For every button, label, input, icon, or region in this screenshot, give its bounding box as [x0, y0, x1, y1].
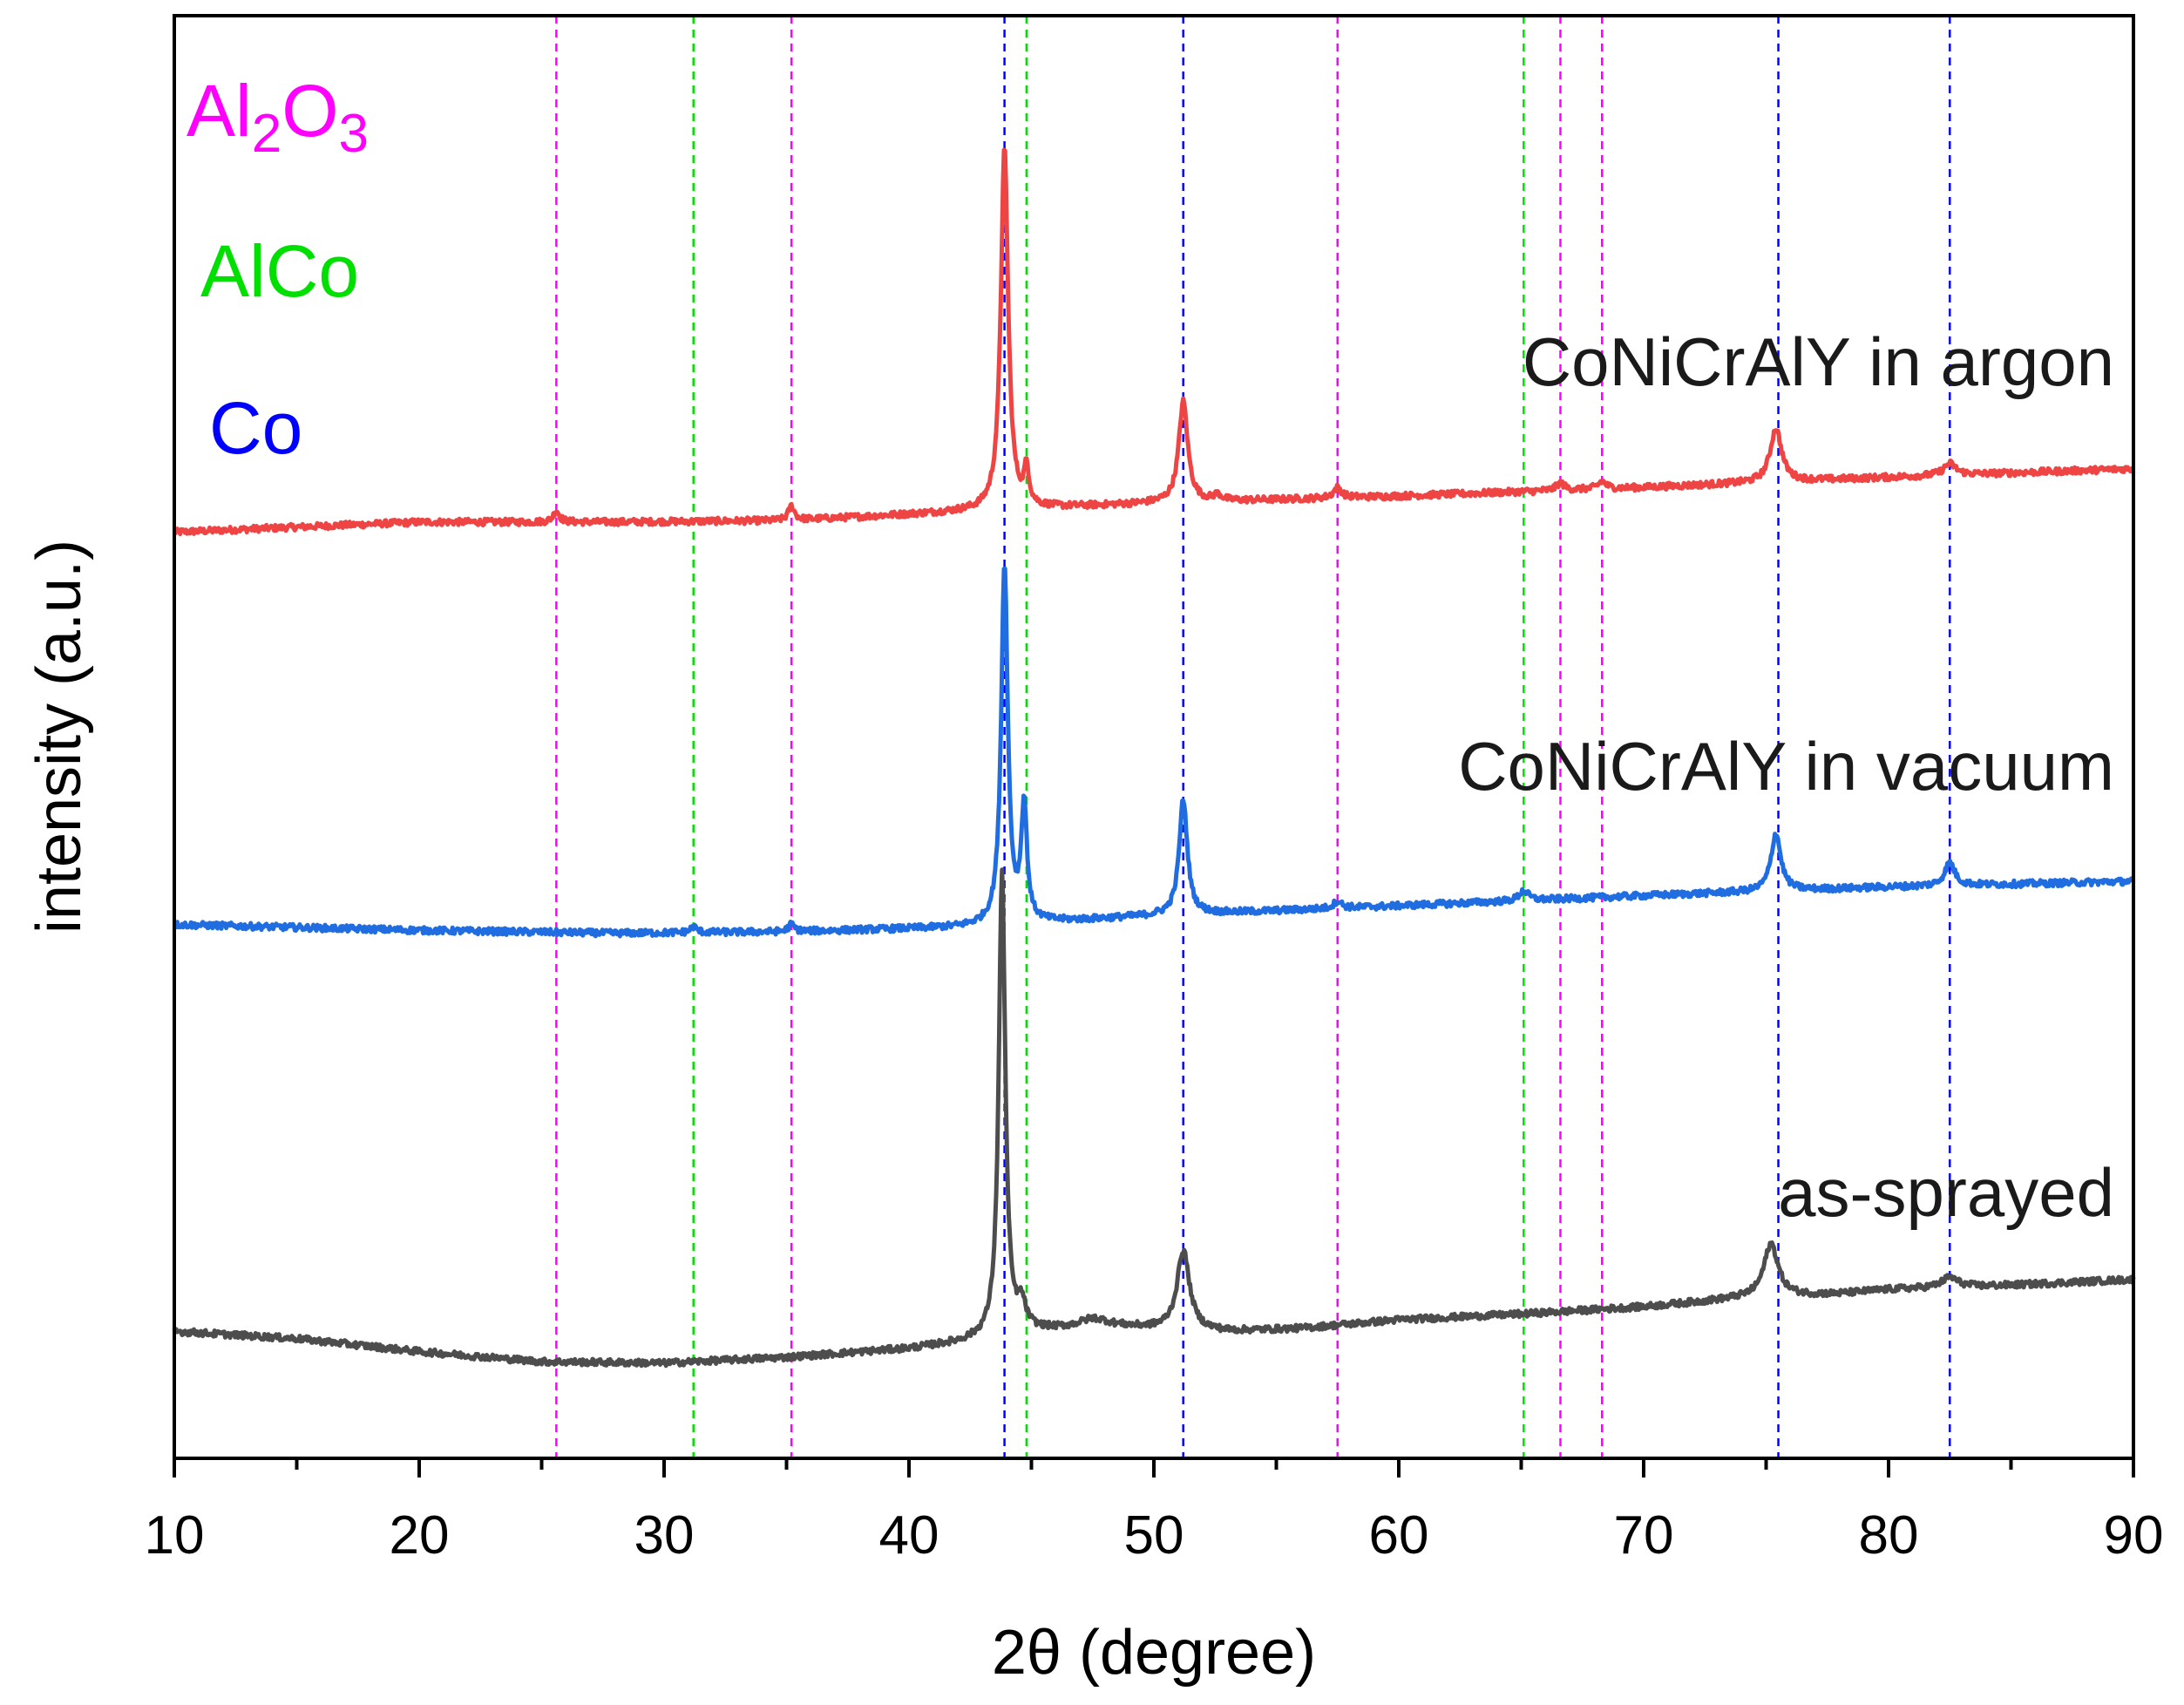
legend-al2o3-al: Al [187, 70, 252, 152]
series-label-as-sprayed: as-sprayed [1778, 1154, 2114, 1231]
x-tick-label-90: 90 [2104, 1505, 2164, 1566]
y-axis-title: intensity (a.u.) [24, 540, 94, 934]
legend-al2o3-sub-3: 3 [339, 104, 369, 164]
series-line-conicraly-in-argon [172, 147, 2136, 537]
x-tick-label-40: 40 [879, 1505, 939, 1566]
legend-al2o3: Al2O3 [187, 70, 369, 164]
series-line-conicraly-in-vacuum [173, 566, 2136, 939]
x-tick-label-20: 20 [390, 1505, 450, 1566]
series-label-vacuum: CoNiCrAlY in vacuum [1458, 728, 2114, 805]
x-tick-label-70: 70 [1614, 1505, 1674, 1566]
x-tick-label-60: 60 [1369, 1505, 1429, 1566]
x-tick-label-80: 80 [1859, 1505, 1919, 1566]
series-layer [172, 147, 2136, 1369]
legend-co: Co [209, 387, 302, 469]
x-tick-label-50: 50 [1124, 1505, 1184, 1566]
series-label-argon: CoNiCrAlY in argon [1523, 323, 2114, 400]
phase-legend: Al2O3 AlCo Co [187, 70, 369, 469]
x-axis-title: 2θ (degree) [992, 1618, 1316, 1688]
reference-lines [555, 16, 1951, 1458]
x-tick-label-30: 30 [634, 1505, 695, 1566]
x-axis-ticks: 10 20 30 40 50 60 70 80 90 [145, 1458, 2164, 1566]
x-tick-label-10: 10 [145, 1505, 205, 1566]
series-line-as-sprayed [172, 867, 2136, 1369]
legend-al2o3-o: O [281, 70, 338, 152]
legend-al2o3-sub-2: 2 [252, 104, 281, 164]
legend-alco: AlCo [200, 230, 359, 312]
